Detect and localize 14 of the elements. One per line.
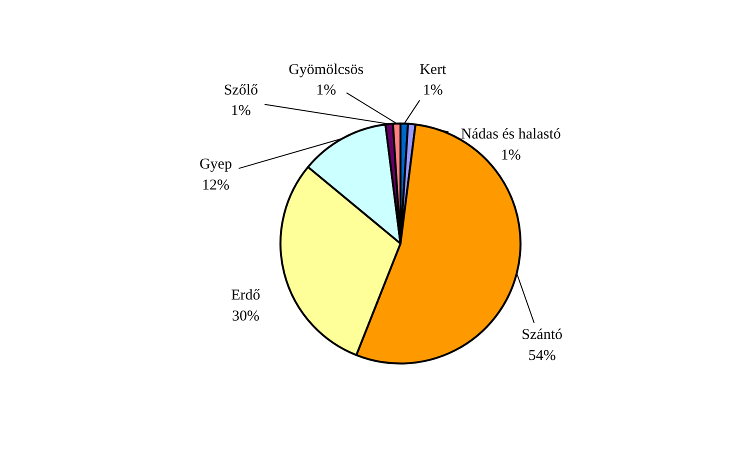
data-label: 1% (422, 82, 443, 99)
data-label: 1% (316, 82, 336, 99)
data-label: 54% (528, 348, 556, 364)
slice-label: Gyömölcsös (288, 62, 364, 78)
data-label: 12% (202, 178, 230, 194)
slice-label: Gyep (199, 156, 232, 173)
slice-label: Nádas és halastó (460, 126, 561, 143)
data-label: 30% (232, 308, 260, 324)
data-label: 1% (230, 103, 251, 120)
data-label: 1% (500, 148, 521, 164)
slice-label: Kert (420, 62, 448, 78)
slice-label: Szántó (522, 327, 563, 344)
slice-label: Szőlő (224, 82, 258, 98)
slice-label: Erdő (231, 288, 260, 304)
